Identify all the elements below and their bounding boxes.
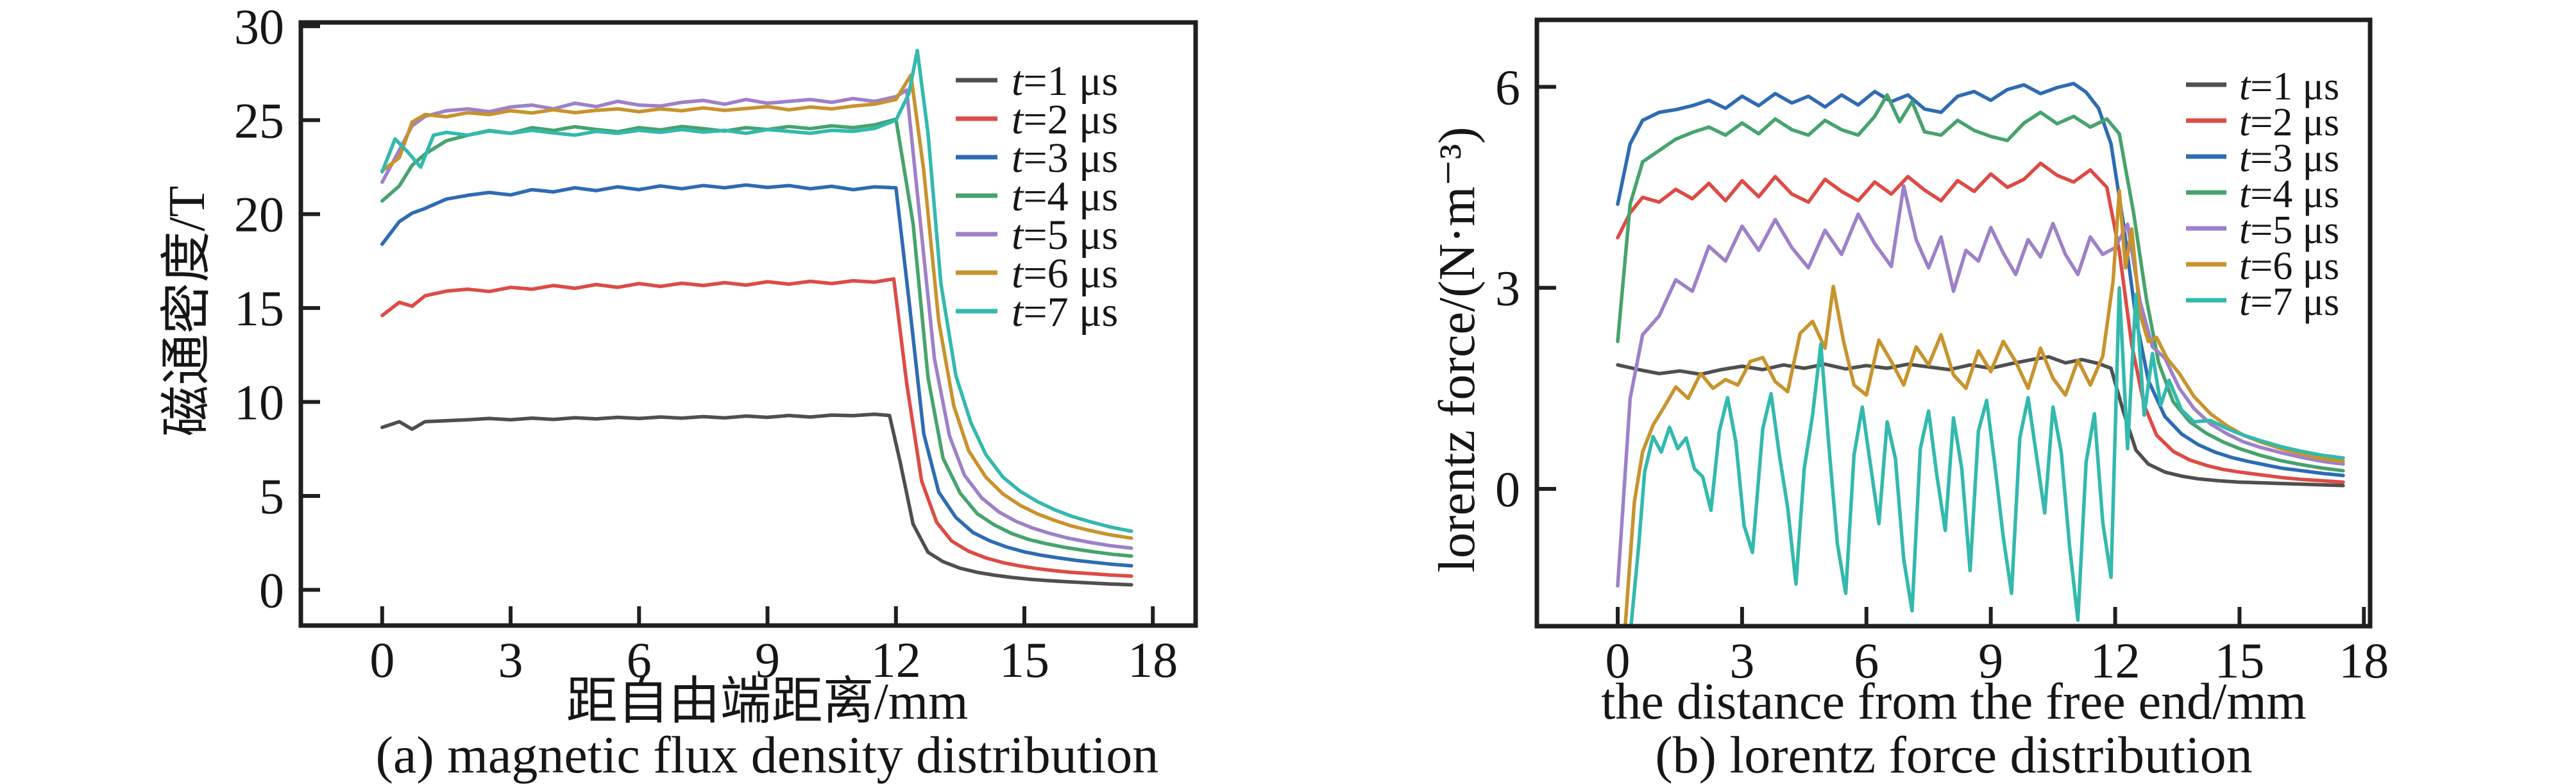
legend-item: t=6 μs bbox=[956, 250, 1118, 297]
y-tick-label: 0 bbox=[1495, 461, 1520, 517]
x-tick-label: 0 bbox=[369, 632, 394, 688]
plot-border bbox=[1534, 17, 2373, 629]
legend-label: t=6 μs bbox=[2239, 244, 2339, 288]
legend-item: t=6 μs bbox=[2186, 244, 2339, 288]
x-tick-label: 9 bbox=[1978, 633, 2003, 688]
chart-a-y-axis-title: 磁通密度/T bbox=[159, 185, 216, 436]
y-tick-label: 10 bbox=[234, 375, 284, 430]
series-line-t2 bbox=[380, 277, 1133, 578]
legend-item: t=2 μs bbox=[2186, 101, 2339, 144]
series-line-t1 bbox=[380, 412, 1133, 587]
series-line-t3 bbox=[380, 183, 1133, 568]
legend-label: t=4 μs bbox=[2239, 173, 2339, 216]
x-tick-label: 9 bbox=[755, 632, 780, 688]
chart-b-x-axis-title: the distance from the free end/mm bbox=[1601, 674, 2307, 730]
legend-item: t=3 μs bbox=[2186, 137, 2339, 180]
legend-item: t=5 μs bbox=[956, 212, 1118, 259]
legend-item: t=7 μs bbox=[956, 289, 1118, 336]
plot-border bbox=[298, 20, 1198, 628]
series-group bbox=[380, 49, 1133, 587]
y-tick-label: 0 bbox=[259, 562, 284, 618]
x-tick-label: 18 bbox=[1128, 632, 1178, 688]
series-line-t3 bbox=[1616, 81, 2345, 477]
series-group bbox=[1616, 81, 2345, 626]
chart-b-labels: lorentz force/(N·m⁻³) the distance from … bbox=[1429, 127, 2307, 784]
legend-item: t=3 μs bbox=[956, 135, 1118, 182]
legend-item: t=4 μs bbox=[956, 173, 1118, 220]
legend-label: t=2 μs bbox=[1012, 96, 1118, 143]
legend-item: t=2 μs bbox=[956, 96, 1118, 143]
series-line-t2 bbox=[1616, 161, 2345, 484]
legend-label: t=4 μs bbox=[1012, 173, 1118, 220]
series-line-t5 bbox=[1616, 184, 2345, 588]
legend-label: t=5 μs bbox=[1012, 212, 1118, 259]
chart-b-caption: (b) lorentz force distribution bbox=[1655, 726, 2252, 784]
chart-a-caption: (a) magnetic flux density distribution bbox=[376, 726, 1159, 784]
series-line-t6 bbox=[380, 73, 1133, 540]
legend-label: t=7 μs bbox=[1012, 289, 1118, 336]
x-tick-label: 12 bbox=[2090, 633, 2140, 688]
y-tick-label: 25 bbox=[234, 92, 284, 148]
legend-item: t=5 μs bbox=[2186, 209, 2339, 252]
y-tick-label: 5 bbox=[259, 468, 284, 524]
series-line-t5 bbox=[380, 88, 1133, 550]
chart-a-labels: 磁通密度/T 距自由端距离/mm (a) magnetic flux densi… bbox=[159, 185, 1158, 784]
y-tick-label: 15 bbox=[234, 280, 284, 336]
y-tick-label: 3 bbox=[1495, 260, 1520, 316]
x-tick-label: 3 bbox=[498, 632, 523, 688]
legend-label: t=3 μs bbox=[1012, 135, 1118, 182]
x-tick-label: 6 bbox=[627, 632, 652, 688]
chart-b-y-axis-title: lorentz force/(N·m⁻³) bbox=[1429, 127, 1486, 573]
series-line-t4 bbox=[1616, 93, 2345, 473]
chart-b: 0 3 6 9 12 15 18 0 3 6 t=1 μst=2 μst=3 μst=4 μst=5… bbox=[1495, 17, 2389, 688]
series-line-t6 bbox=[1623, 189, 2345, 626]
legend-item: t=7 μs bbox=[2186, 280, 2339, 324]
x-tick-label: 0 bbox=[1606, 633, 1631, 688]
legend-label: t=3 μs bbox=[2239, 137, 2339, 180]
y-tick-label: 20 bbox=[234, 187, 284, 243]
legend-label: t=5 μs bbox=[2239, 209, 2339, 252]
legend-item: t=1 μs bbox=[956, 58, 1118, 105]
legend-label: t=2 μs bbox=[2239, 101, 2339, 144]
legend-item: t=1 μs bbox=[2186, 65, 2339, 108]
x-tick-label: 15 bbox=[2214, 633, 2264, 688]
y-tick-label: 6 bbox=[1495, 59, 1520, 115]
legend: t=1 μst=2 μst=3 μst=4 μst=5 μst=6 μst=7 … bbox=[2186, 65, 2339, 324]
series-line-t7 bbox=[1629, 285, 2345, 626]
x-tick-label: 3 bbox=[1729, 633, 1754, 688]
legend-label: t=1 μs bbox=[2239, 65, 2339, 108]
legend-label: t=7 μs bbox=[2239, 280, 2339, 324]
x-tick-label: 12 bbox=[871, 632, 921, 688]
y-tick-label: 30 bbox=[234, 0, 284, 55]
legend-label: t=6 μs bbox=[1012, 250, 1118, 297]
x-tick-label: 18 bbox=[2339, 633, 2389, 688]
chart-a: 0 3 6 9 12 15 18 0 5 10 15 20 25 30 t=1 μst=2 μst=3 μs… bbox=[234, 0, 1198, 688]
chart-a-x-axis-title: 距自由端距离/mm bbox=[566, 674, 969, 730]
legend-item: t=4 μs bbox=[2186, 173, 2339, 216]
x-tick-label: 6 bbox=[1854, 633, 1879, 688]
x-tick-label: 15 bbox=[999, 632, 1049, 688]
legend: t=1 μst=2 μst=3 μst=4 μst=5 μst=6 μst=7 … bbox=[956, 58, 1118, 336]
legend-label: t=1 μs bbox=[1012, 58, 1118, 105]
series-line-t7 bbox=[380, 49, 1133, 533]
